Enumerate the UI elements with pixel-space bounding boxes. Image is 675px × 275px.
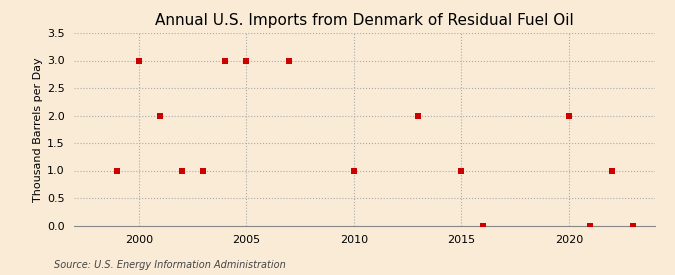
Point: [348, 168, 359, 173]
Point: [585, 223, 595, 228]
Point: [628, 223, 639, 228]
Point: [112, 168, 123, 173]
Point: [198, 168, 209, 173]
Point: [134, 58, 144, 63]
Point: [564, 113, 574, 118]
Point: [241, 58, 252, 63]
Point: [477, 223, 488, 228]
Title: Annual U.S. Imports from Denmark of Residual Fuel Oil: Annual U.S. Imports from Denmark of Resi…: [155, 13, 574, 28]
Point: [284, 58, 295, 63]
Point: [155, 113, 165, 118]
Point: [413, 113, 424, 118]
Y-axis label: Thousand Barrels per Day: Thousand Barrels per Day: [32, 57, 43, 202]
Text: Source: U.S. Energy Information Administration: Source: U.S. Energy Information Administ…: [54, 260, 286, 270]
Point: [219, 58, 230, 63]
Point: [606, 168, 617, 173]
Point: [456, 168, 466, 173]
Point: [176, 168, 187, 173]
